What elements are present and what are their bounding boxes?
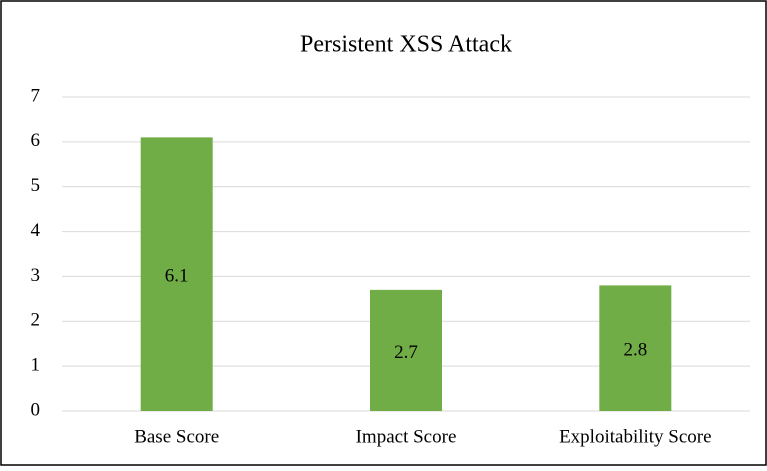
- y-tick-label: 2: [31, 310, 41, 331]
- y-tick-label: 6: [31, 130, 41, 151]
- bar: [599, 285, 672, 411]
- y-tick-label: 1: [31, 355, 41, 376]
- bar: [370, 289, 442, 411]
- y-tick-label: 7: [31, 85, 41, 106]
- y-tick-label: 4: [31, 220, 41, 241]
- x-tick-label: Impact Score: [356, 426, 457, 447]
- bar: [140, 137, 213, 411]
- data-label: 2.8: [623, 340, 647, 361]
- y-tick-label: 5: [31, 175, 41, 196]
- y-tick-label: 3: [31, 265, 41, 286]
- chart-title: Persistent XSS Attack: [300, 32, 512, 58]
- data-label: 6.1: [165, 266, 189, 287]
- x-tick-label: Base Score: [134, 426, 219, 447]
- x-tick-label: Exploitability Score: [559, 426, 712, 447]
- y-tick-label: 0: [31, 399, 41, 420]
- data-label: 2.7: [394, 342, 418, 363]
